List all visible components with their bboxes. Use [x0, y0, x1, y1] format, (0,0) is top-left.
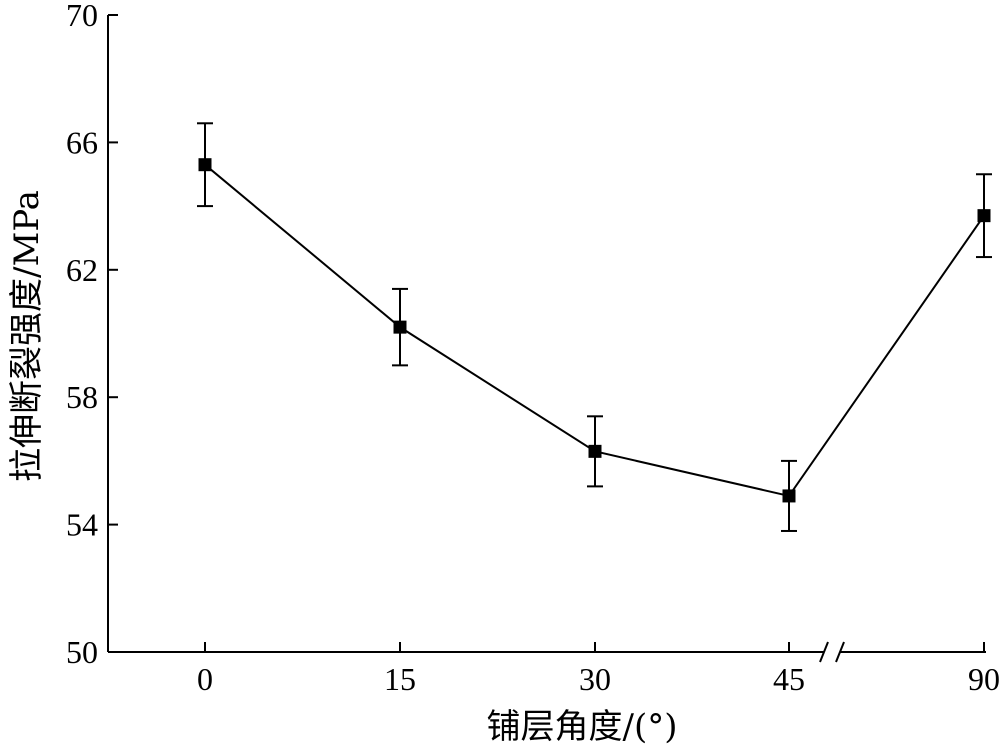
data-point-marker: [588, 444, 602, 458]
ticks: 50 54 58 62 66 70 0 15 30 45 90: [66, 0, 1000, 697]
y-tick-label: 62: [66, 252, 98, 288]
data-point-marker: [782, 489, 796, 503]
x-axis-title: 铺层角度/(°): [487, 707, 678, 747]
x-tick-label: 90: [968, 661, 1000, 697]
x-tick-label: 15: [384, 661, 416, 697]
x-tick-label: 0: [197, 661, 213, 697]
y-tick-label: 50: [66, 634, 98, 670]
y-axis-title: 拉伸断裂强度/MPa: [7, 190, 47, 482]
y-tick-label: 58: [66, 379, 98, 415]
data-point-marker: [977, 209, 991, 223]
axes: [107, 15, 986, 663]
axis-break-mark: [819, 641, 829, 663]
y-tick-label: 70: [66, 0, 98, 33]
x-tick-label: 45: [773, 661, 805, 697]
data-point-marker: [393, 320, 407, 334]
series: [197, 122, 992, 532]
data-point-marker: [198, 158, 212, 172]
x-tick-label: 30: [579, 661, 611, 697]
y-tick-label: 66: [66, 124, 98, 160]
axis-break-mark: [835, 641, 845, 663]
y-tick-label: 54: [66, 507, 98, 543]
